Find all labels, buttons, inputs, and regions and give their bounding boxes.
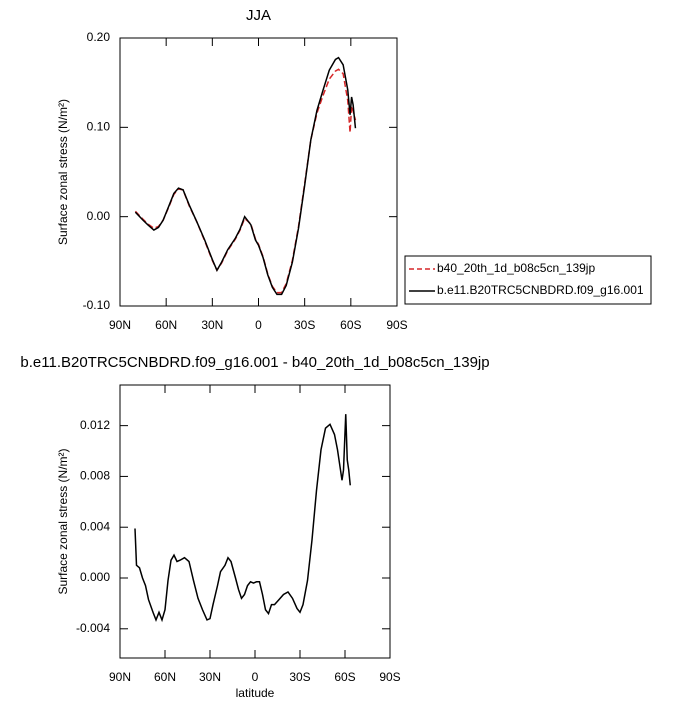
data-line [134,414,351,623]
x-tick-label: 0 [255,318,262,332]
x-tick-label: 30S [294,318,315,332]
legend-label: b40_20th_1d_b08c5cn_139jp [437,261,595,275]
x-tick-label: 60S [340,318,361,332]
x-axis-label: latitude [236,686,275,700]
x-tick-label: 60N [154,670,176,684]
chart-title: JJA [246,7,271,24]
y-axis-label: Surface zonal stress (N/m²) [56,99,70,245]
y-tick-label: 0.008 [80,469,110,483]
x-tick-label: 30N [201,318,223,332]
plot-frame [119,37,398,307]
y-tick-label: 0.000 [80,570,110,584]
y-tick-label: 0.012 [80,418,110,432]
x-tick-label: 60N [155,318,177,332]
x-tick-label: 90S [379,670,400,684]
chart-title: b.e11.B20TRC5CNBDRD.f09_g16.001 - b40_20… [20,354,489,371]
data-line [134,56,357,296]
x-tick-label: 0 [252,670,259,684]
legend-label: b.e11.B20TRC5CNBDRD.f09_g16.001 [437,283,644,297]
y-tick-label: 0.00 [87,209,111,223]
y-tick-label: 0.20 [87,30,111,44]
y-tick-label: 0.10 [87,120,111,134]
y-axis-label: Surface zonal stress (N/m²) [56,448,70,594]
x-tick-label: 90S [386,318,407,332]
x-tick-label: 90N [109,670,131,684]
x-tick-label: 30S [289,670,310,684]
y-tick-label: -0.004 [76,621,110,635]
plot-frame [119,384,391,659]
legend-box [404,255,652,305]
x-tick-label: 60S [334,670,355,684]
y-tick-label: -0.10 [83,298,111,312]
y-tick-label: 0.004 [80,519,110,533]
x-tick-label: 30N [199,670,221,684]
x-tick-label: 90N [109,318,131,332]
